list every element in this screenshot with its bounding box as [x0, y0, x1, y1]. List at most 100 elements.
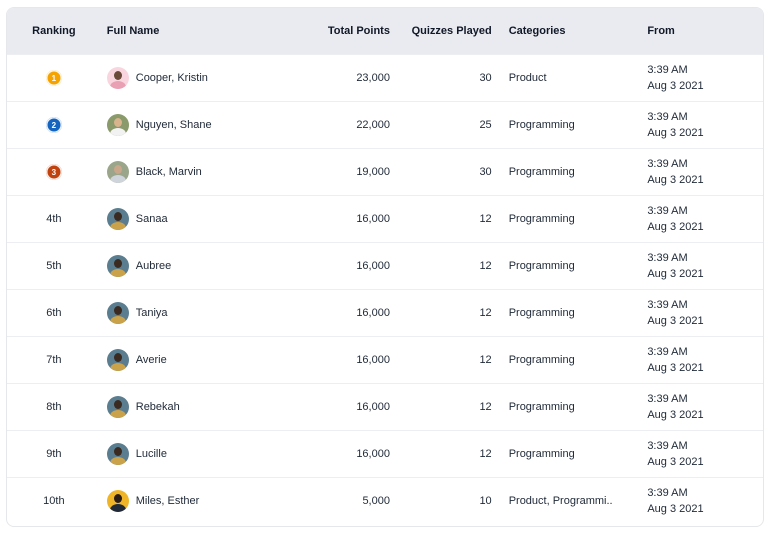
name-cell: Lucille [101, 443, 300, 465]
avatar [106, 443, 129, 465]
from-cell: 3:39 AM Aug 3 2021 [643, 438, 763, 470]
table-row[interactable]: 10th Miles, Esther 5,000 10 Product, Program… [7, 477, 763, 524]
rank-cell: 7th [7, 354, 101, 366]
full-name: Rebekah [135, 401, 180, 413]
avatar [106, 114, 129, 136]
rank-label: 5th [46, 260, 62, 272]
avatar [106, 161, 129, 183]
header-total-points[interactable]: Total Points [327, 25, 390, 37]
from-cell: 3:39 AM Aug 3 2021 [643, 156, 763, 188]
name-cell: Sanaa [101, 208, 300, 230]
from-date: Aug 3 2021 [647, 456, 704, 468]
name-cell: Aubree [101, 255, 300, 277]
quizzes-played: 12 [479, 307, 492, 319]
rank-cell: 6th [7, 307, 101, 319]
total-points: 5,000 [362, 495, 390, 507]
full-name: Nguyen, Shane [135, 119, 212, 131]
full-name: Sanaa [135, 213, 168, 225]
rank-cell: 9th [7, 448, 101, 460]
medal-icon: 2 [45, 117, 62, 133]
categories: Programming [508, 401, 575, 413]
quizzes-played: 30 [479, 72, 492, 84]
quizzes-played: 12 [479, 354, 492, 366]
from-time: 3:39 AM [647, 252, 688, 264]
from-cell: 3:39 AM Aug 3 2021 [643, 344, 763, 376]
quizzes-played: 12 [479, 448, 492, 460]
name-cell: Averie [101, 349, 300, 371]
table-row[interactable]: 5th Aubree 16,000 12 Programming 3:39 AM Aug 3… [7, 242, 763, 289]
table-row[interactable]: 2 Nguyen, Shane 22,000 25 Programming 3:39 AM… [7, 101, 763, 148]
from-time: 3:39 AM [647, 440, 688, 452]
from-date: Aug 3 2021 [647, 80, 704, 92]
from-time: 3:39 AM [647, 111, 688, 123]
categories: Programming [508, 166, 575, 178]
header-categories[interactable]: Categories [508, 25, 566, 37]
header-full-name[interactable]: Full Name [106, 25, 160, 37]
categories: Programming [508, 213, 575, 225]
table-row[interactable]: 8th Rebekah 16,000 12 Programming 3:39 AM Aug … [7, 383, 763, 430]
quizzes-played: 25 [479, 119, 492, 131]
table-row[interactable]: 4th Sanaa 16,000 12 Programming 3:39 AM Aug 3 … [7, 195, 763, 242]
from-time: 3:39 AM [647, 487, 688, 499]
avatar [106, 349, 129, 371]
from-cell: 3:39 AM Aug 3 2021 [643, 297, 763, 329]
name-cell: Miles, Esther [101, 490, 300, 512]
table-row[interactable]: 3 Black, Marvin 19,000 30 Programming 3:39 AM… [7, 148, 763, 195]
from-cell: 3:39 AM Aug 3 2021 [643, 62, 763, 94]
from-time: 3:39 AM [647, 205, 688, 217]
rank-label: 10th [43, 495, 65, 507]
table-row[interactable]: 1 Cooper, Kristin 23,000 30 Product 3:39 AM Au… [7, 54, 763, 101]
header-ranking[interactable]: Ranking [32, 25, 76, 37]
from-date: Aug 3 2021 [647, 409, 704, 421]
from-date: Aug 3 2021 [647, 174, 704, 186]
table-row[interactable]: 6th Taniya 16,000 12 Programming 3:39 AM Aug 3… [7, 289, 763, 336]
avatar [106, 490, 129, 512]
from-time: 3:39 AM [647, 393, 688, 405]
table-row[interactable]: 9th Lucille 16,000 12 Programming 3:39 AM Aug … [7, 430, 763, 477]
total-points: 23,000 [356, 72, 390, 84]
full-name: Black, Marvin [135, 166, 202, 178]
from-date: Aug 3 2021 [647, 127, 704, 139]
quizzes-played: 12 [479, 260, 492, 272]
rank-cell: 1 [7, 70, 101, 86]
rank-label: 7th [46, 354, 62, 366]
from-cell: 3:39 AM Aug 3 2021 [643, 391, 763, 423]
from-cell: 3:39 AM Aug 3 2021 [643, 485, 763, 517]
medal-icon: 3 [45, 164, 62, 180]
from-date: Aug 3 2021 [647, 221, 704, 233]
header-from[interactable]: From [647, 25, 675, 37]
total-points: 16,000 [356, 401, 390, 413]
rank-cell: 4th [7, 213, 101, 225]
from-cell: 3:39 AM Aug 3 2021 [643, 250, 763, 282]
name-cell: Black, Marvin [101, 161, 300, 183]
name-cell: Rebekah [101, 396, 300, 418]
leaderboard-table: Ranking Full Name Total Points Quizzes P… [6, 7, 764, 527]
rank-cell: 10th [7, 495, 101, 507]
total-points: 16,000 [356, 260, 390, 272]
rank-label: 4th [46, 213, 62, 225]
table-body: 1 Cooper, Kristin 23,000 30 Product 3:39 AM Au… [7, 54, 763, 524]
full-name: Lucille [135, 448, 167, 460]
name-cell: Nguyen, Shane [101, 114, 300, 136]
from-time: 3:39 AM [647, 299, 688, 311]
quizzes-played: 10 [479, 495, 492, 507]
medal-icon: 1 [45, 70, 62, 86]
from-date: Aug 3 2021 [647, 503, 704, 515]
quizzes-played: 12 [479, 213, 492, 225]
full-name: Taniya [135, 307, 168, 319]
from-date: Aug 3 2021 [647, 315, 704, 327]
avatar [106, 396, 129, 418]
categories: Product [508, 72, 547, 84]
full-name: Averie [135, 354, 167, 366]
categories: Product, Programmi.. [508, 495, 613, 507]
from-time: 3:39 AM [647, 158, 688, 170]
header-quizzes-played[interactable]: Quizzes Played [411, 25, 492, 37]
rank-label: 6th [46, 307, 62, 319]
from-time: 3:39 AM [647, 64, 688, 76]
total-points: 19,000 [356, 166, 390, 178]
table-row[interactable]: 7th Averie 16,000 12 Programming 3:39 AM Aug 3… [7, 336, 763, 383]
total-points: 16,000 [356, 307, 390, 319]
full-name: Aubree [135, 260, 172, 272]
avatar [106, 255, 129, 277]
total-points: 16,000 [356, 354, 390, 366]
